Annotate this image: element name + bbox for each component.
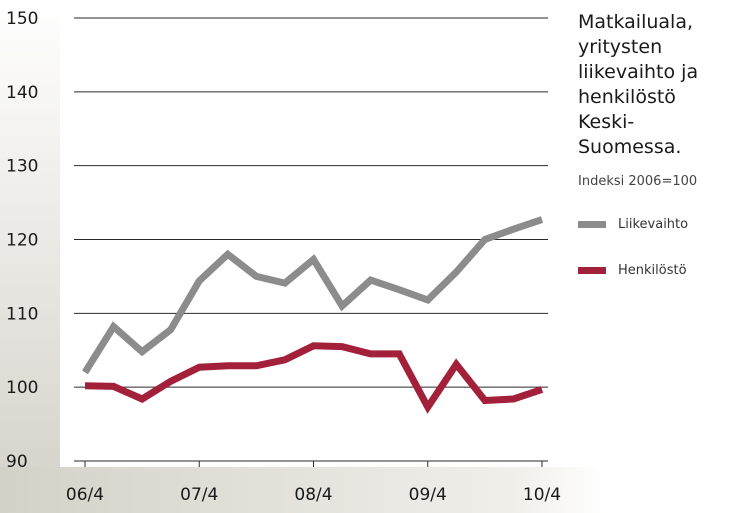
legend-label-henkilosto: Henkilöstö — [618, 263, 687, 278]
x-tick-label: 08/4 — [294, 485, 332, 505]
chart-title-line: Matkailuala, — [578, 11, 694, 33]
y-tick-label: 130 — [6, 157, 38, 177]
y-tick-label: 150 — [6, 9, 38, 29]
gridlines — [74, 17, 548, 388]
legend-swatch-henkilosto — [578, 267, 606, 274]
y-tick-label: 120 — [6, 231, 38, 251]
series-lines — [82, 216, 544, 414]
legend-item-liikevaihto: Liikevaihto — [578, 217, 736, 232]
chart-title-line: Keski-Suomessa. — [578, 111, 682, 158]
y-tick-label: 100 — [6, 378, 38, 398]
x-axis-band — [0, 467, 606, 513]
y-axis-band — [0, 0, 60, 513]
chart-title-line: yritysten — [578, 36, 663, 58]
chart-title-line: liikevaihto ja — [578, 61, 699, 83]
x-tick-label: 10/4 — [523, 485, 561, 505]
y-tick-label: 140 — [6, 83, 38, 103]
series-line-liikevaihto — [82, 216, 544, 375]
legend-swatch-liikevaihto — [578, 221, 606, 228]
legend-panel: Matkailuala, yritysten liikevaihto ja he… — [578, 10, 736, 278]
x-axis: 06/4 07/4 08/4 09/4 10/4 — [66, 460, 561, 505]
y-tick-label: 90 — [6, 452, 28, 472]
x-tick-label: 06/4 — [66, 485, 104, 505]
chart-title-line: henkilöstö — [578, 86, 676, 108]
x-tick-label: 07/4 — [180, 485, 218, 505]
y-axis: 90 100 110 120 130 140 150 — [6, 9, 38, 472]
x-tick-label: 09/4 — [409, 485, 447, 505]
legend-item-henkilosto: Henkilöstö — [578, 263, 736, 278]
chart-subtitle: Indeksi 2006=100 — [578, 174, 698, 189]
chart-title: Matkailuala, yritysten liikevaihto ja he… — [578, 10, 736, 160]
series-line-henkilosto — [84, 342, 544, 414]
legend-label-liikevaihto: Liikevaihto — [618, 217, 689, 232]
y-tick-label: 110 — [6, 304, 38, 324]
